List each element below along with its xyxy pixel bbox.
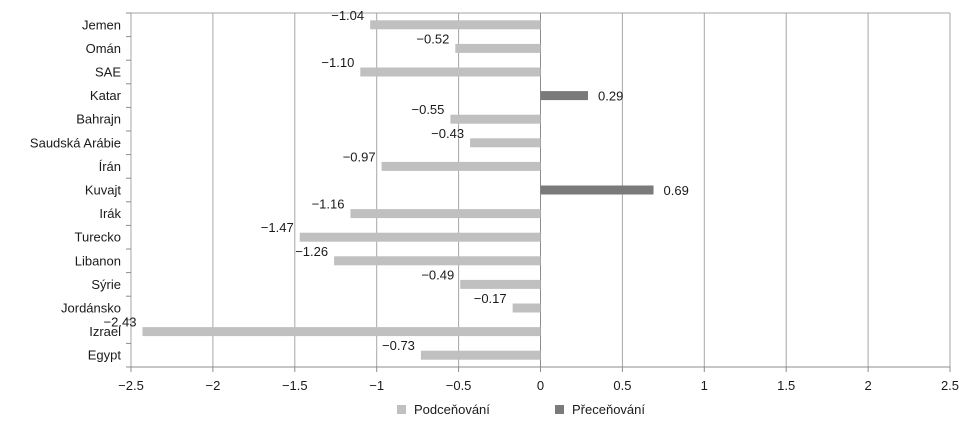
x-tick-label: 0.5 <box>613 378 631 393</box>
category-label: Libanon <box>75 253 121 268</box>
gridlines <box>126 12 951 372</box>
bar-jemen <box>370 20 541 30</box>
data-label: 0.69 <box>664 183 689 198</box>
category-label: Turecko <box>75 230 121 245</box>
legend-swatch <box>555 405 564 414</box>
x-tick-label: −2 <box>205 378 220 393</box>
x-tick-label: 2 <box>864 378 871 393</box>
category-label: SAE <box>95 65 121 80</box>
data-label: −0.73 <box>382 338 415 353</box>
data-label: −1.16 <box>312 197 345 212</box>
category-label: Jemen <box>82 17 121 32</box>
category-labels: Jemen Omán SAE Katar Bahrajn Saudská Arábie Ír… <box>30 17 122 362</box>
bar-irák <box>350 209 541 219</box>
legend-label: Přeceňování <box>572 402 645 417</box>
category-label: Izrael <box>89 324 121 339</box>
data-label: −0.17 <box>474 291 507 306</box>
data-label: −0.52 <box>416 31 449 46</box>
bars <box>142 20 654 360</box>
x-tick-label: 1.5 <box>777 378 795 393</box>
legend: Podceňování Přeceňování <box>397 402 645 417</box>
x-tick-label: 2.5 <box>941 378 959 393</box>
x-axis-tick-labels: −2.5 −2 −1.5 −1 −0.5 0 0.5 1 1.5 2 2.5 <box>118 378 959 393</box>
data-label: −1.10 <box>321 55 354 70</box>
bar-turecko <box>299 232 541 242</box>
x-tick-label: −1.5 <box>282 378 308 393</box>
bar-saudská-arábie <box>470 138 541 148</box>
bar-egypt <box>420 350 541 360</box>
data-label: −1.04 <box>331 8 364 23</box>
bar-sae <box>360 67 541 77</box>
category-label: Bahrajn <box>76 112 121 127</box>
bar-omán <box>455 43 541 53</box>
bar-jordánsko <box>512 303 541 313</box>
bar-kuvajt <box>540 185 654 195</box>
data-label: −0.55 <box>412 102 445 117</box>
data-label: −1.26 <box>295 244 328 259</box>
bar-izrael <box>142 327 541 337</box>
category-label: Írán <box>99 159 121 174</box>
category-label: Irák <box>99 206 121 221</box>
x-tick-label: 0 <box>537 378 544 393</box>
category-label: Kuvajt <box>85 183 122 198</box>
data-label: −1.47 <box>261 220 294 235</box>
x-tick-label: −0.5 <box>446 378 472 393</box>
category-label: Egypt <box>88 348 122 363</box>
category-label: Saudská Arábie <box>30 135 121 150</box>
category-label: Omán <box>86 41 121 56</box>
category-label: Jordánsko <box>61 301 121 316</box>
x-tick-label: −1 <box>369 378 384 393</box>
data-label: −0.49 <box>421 267 454 282</box>
legend-swatch <box>397 405 406 414</box>
bar-sýrie <box>460 279 541 289</box>
data-label: −0.43 <box>431 126 464 141</box>
bar-katar <box>540 91 589 101</box>
data-label: −2.43 <box>104 315 137 330</box>
bar-bahrajn <box>450 114 541 124</box>
legend-label: Podceňování <box>414 402 490 417</box>
x-tick-label: −2.5 <box>118 378 144 393</box>
x-tick-label: 1 <box>701 378 708 393</box>
category-label: Katar <box>90 88 122 103</box>
data-label: −0.97 <box>343 149 376 164</box>
category-label: Sýrie <box>91 277 121 292</box>
bar-írán <box>381 161 541 171</box>
data-label: 0.29 <box>598 89 623 104</box>
data-labels: −1.04 −0.52 −1.10 0.29 −0.55 −0.43 −0.97 0.69 −1… <box>104 8 689 353</box>
bar-libanon <box>334 256 541 266</box>
